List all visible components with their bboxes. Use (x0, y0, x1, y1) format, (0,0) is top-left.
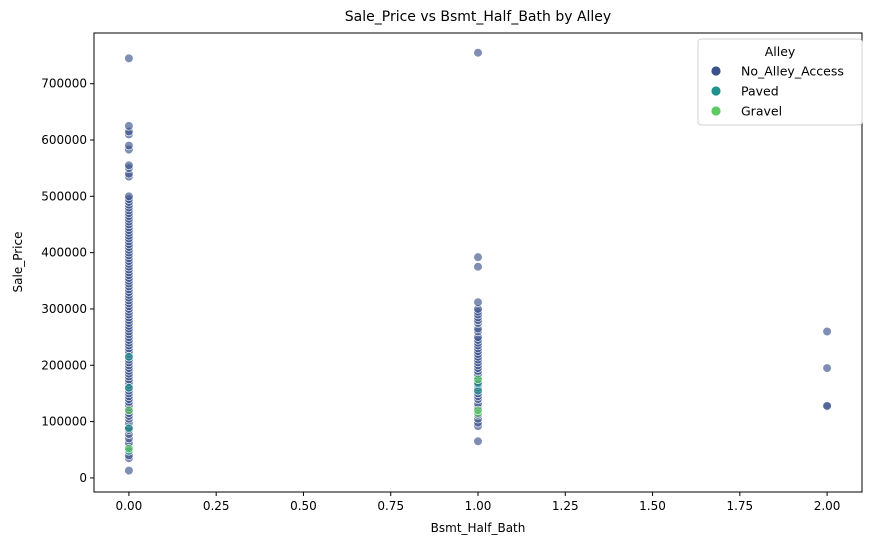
x-tick-label: 1.25 (552, 499, 579, 513)
y-tick-label: 700000 (41, 77, 87, 91)
data-point-gravel (473, 374, 483, 384)
legend-marker-gravel (711, 106, 721, 116)
data-point-paved (124, 423, 134, 433)
x-tick-label: 0.25 (203, 499, 230, 513)
x-tick-label: 1.50 (639, 499, 666, 513)
data-point-gravel (473, 405, 483, 415)
x-tick-label: 0.50 (290, 499, 317, 513)
legend-frame (697, 38, 863, 126)
data-point-paved (124, 383, 134, 393)
data-point-no-alley-access (473, 252, 483, 262)
data-point-no-alley-access (124, 466, 134, 476)
legend-label: Gravel (741, 104, 782, 119)
data-point-paved (124, 352, 134, 362)
y-tick-label: 300000 (41, 302, 87, 316)
data-point-no-alley-access (124, 53, 134, 63)
legend-marker-paved (711, 86, 721, 96)
x-tick-label: 1.75 (726, 499, 753, 513)
data-point-gravel (124, 444, 134, 454)
data-point-no-alley-access (124, 141, 134, 151)
y-tick-label: 100000 (41, 415, 87, 429)
x-tick-label: 1.00 (465, 499, 492, 513)
data-point-no-alley-access (822, 363, 832, 373)
y-axis: 0 100000 200000 300000 400000 500000 600000 700… (41, 77, 94, 485)
y-tick-label: 500000 (41, 189, 87, 203)
legend: Alley No_Alley_Access Paved Gravel (697, 38, 863, 126)
x-tick-label: 2.00 (814, 499, 841, 513)
legend-marker-no-alley-access (711, 66, 721, 76)
legend-label: No_Alley_Access (741, 64, 844, 79)
y-tick-label: 0 (79, 471, 87, 485)
legend-label: Paved (741, 84, 779, 99)
y-tick-label: 200000 (41, 358, 87, 372)
chart-title: Sale_Price vs Bsmt_Half_Bath by Alley (345, 9, 611, 25)
x-tick-label: 0.00 (116, 499, 143, 513)
data-point-no-alley-access (124, 121, 134, 131)
x-axis: 0.00 0.25 0.50 0.75 1.00 1.25 1.50 1.75 2.00 (116, 492, 841, 513)
points-layer (124, 48, 832, 476)
data-point-no-alley-access (473, 436, 483, 446)
y-tick-label: 600000 (41, 133, 87, 147)
data-point-no-alley-access (124, 191, 134, 201)
y-axis-label: Sale_Price (11, 232, 25, 293)
data-point-no-alley-access (473, 48, 483, 58)
data-point-no-alley-access (473, 297, 483, 307)
data-point-no-alley-access (822, 326, 832, 337)
data-point-no-alley-access (124, 160, 134, 170)
y-tick-label: 400000 (41, 246, 87, 260)
legend-title: Alley (765, 44, 796, 59)
data-point-gravel (124, 405, 134, 415)
x-tick-label: 0.75 (377, 499, 404, 513)
data-point-no-alley-access (822, 401, 832, 411)
x-axis-label: Bsmt_Half_Bath (431, 521, 526, 535)
data-point-no-alley-access (473, 262, 483, 272)
